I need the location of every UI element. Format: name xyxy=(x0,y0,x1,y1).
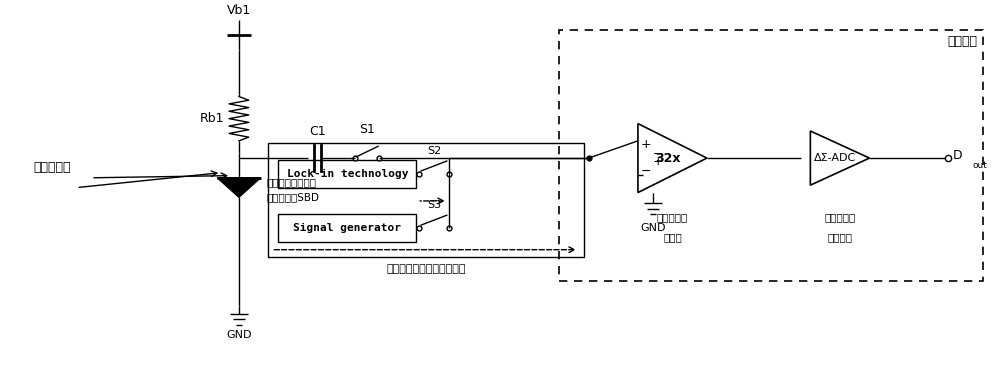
Text: 高分辨率模: 高分辨率模 xyxy=(824,212,856,222)
Text: −: − xyxy=(641,165,651,178)
Text: 太赫兹信号: 太赫兹信号 xyxy=(33,161,70,174)
Text: 放大器: 放大器 xyxy=(663,232,682,242)
Text: S3: S3 xyxy=(427,200,441,210)
Text: Rb1: Rb1 xyxy=(200,112,224,125)
Text: Signal generator: Signal generator xyxy=(293,223,401,233)
Polygon shape xyxy=(217,178,261,197)
Text: −: − xyxy=(652,148,663,161)
Text: C1: C1 xyxy=(309,126,326,138)
Text: +: + xyxy=(652,155,663,168)
Text: 32x: 32x xyxy=(655,152,680,165)
Text: 数转换器: 数转换器 xyxy=(827,232,852,242)
Text: out: out xyxy=(973,161,988,170)
Text: 低噪声斩波: 低噪声斩波 xyxy=(657,212,688,222)
Text: S1: S1 xyxy=(359,124,375,136)
Text: Lock-in technology: Lock-in technology xyxy=(287,169,408,179)
Polygon shape xyxy=(810,131,869,185)
Bar xyxy=(268,143,584,256)
Text: GND: GND xyxy=(640,223,665,233)
Text: Vb1: Vb1 xyxy=(227,4,251,17)
Text: 具有肖特基接触光: 具有肖特基接触光 xyxy=(266,178,316,188)
Polygon shape xyxy=(638,124,707,192)
Text: 栅化结构的SBD: 栅化结构的SBD xyxy=(266,192,319,202)
Bar xyxy=(278,160,416,188)
Text: GND: GND xyxy=(226,330,252,341)
Text: +: + xyxy=(641,138,651,151)
Text: 读出电路: 读出电路 xyxy=(948,35,978,48)
Text: ΔΣ-ADC: ΔΣ-ADC xyxy=(814,153,856,163)
Bar xyxy=(278,214,416,242)
Text: 探测器和读出电路测试开关: 探测器和读出电路测试开关 xyxy=(386,264,466,274)
Text: S2: S2 xyxy=(427,146,441,156)
Text: D: D xyxy=(953,149,963,161)
